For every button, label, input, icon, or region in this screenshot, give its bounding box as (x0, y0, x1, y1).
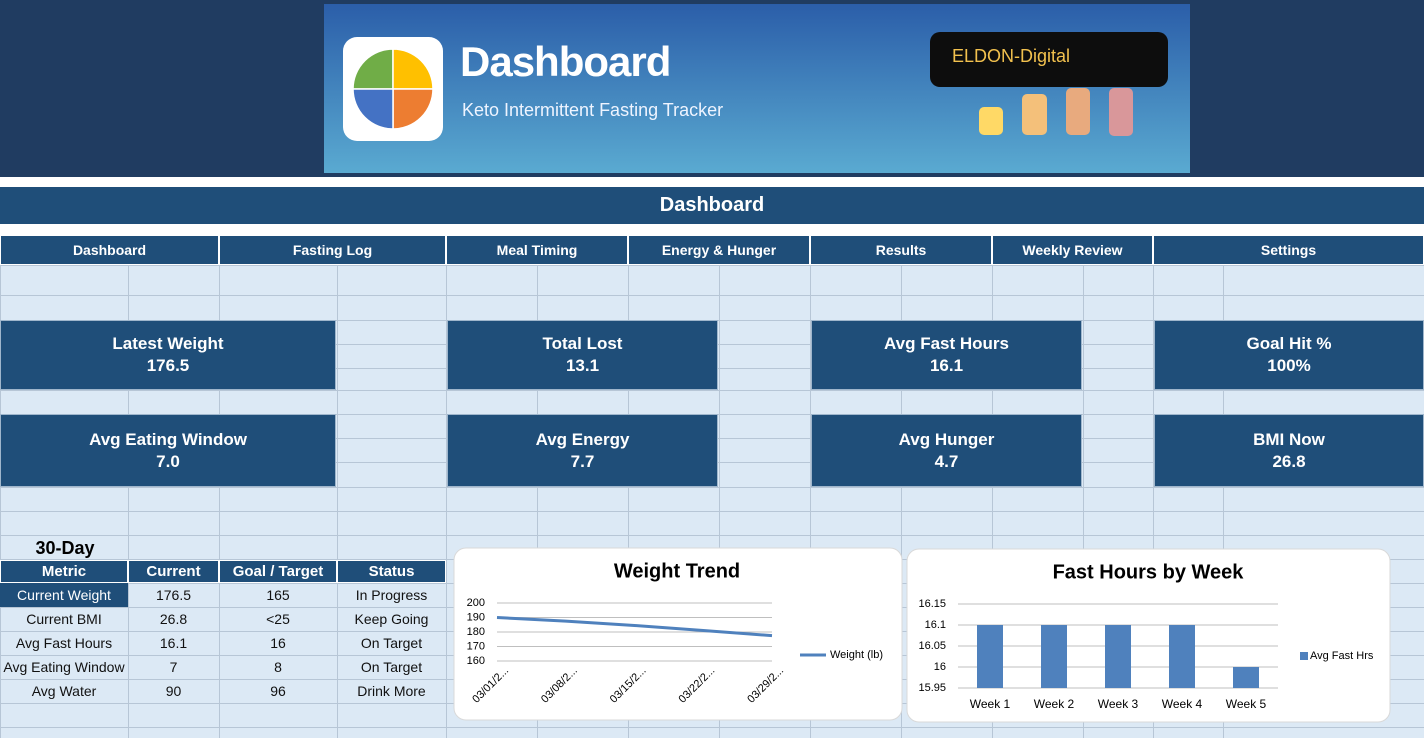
deco-bar (979, 107, 1003, 135)
kpi-card: Avg Energy 7.7 (447, 414, 718, 487)
kpi-label: BMI Now (1253, 429, 1325, 449)
table-cell: Current BMI (26, 611, 102, 627)
table-cell: Avg Fast Hours (15, 635, 113, 651)
nav-tab[interactable]: Dashboard (0, 235, 219, 265)
bar (1233, 667, 1259, 688)
table-cell: 16.1 (159, 635, 188, 651)
kpi-value: 13.1 (565, 356, 600, 375)
table-cell: 165 (266, 587, 290, 603)
kpi-label: Avg Eating Window (89, 429, 247, 449)
kpi-card: Goal Hit % 100% (1154, 320, 1424, 390)
kpi-value: 7.7 (570, 451, 595, 471)
table-header: Status (337, 560, 446, 583)
legend-swatch (1300, 652, 1308, 660)
table-cell: 26.8 (159, 611, 188, 627)
y-tick-label: 190 (467, 611, 485, 623)
table-cell: Drink More (357, 683, 426, 699)
table-title: 30-Day (35, 537, 95, 558)
table-cell: <25 (266, 611, 290, 627)
table-cell: In Progress (355, 587, 428, 603)
kpi-label: Goal Hit % (1246, 334, 1332, 353)
header-title: Dashboard (460, 38, 671, 85)
chart-panel (906, 548, 1391, 723)
kpi-card: Avg Fast Hours 16.1 (811, 320, 1082, 390)
section-banner: Dashboard (0, 187, 1424, 224)
brand-text: ELDON-Digital (952, 46, 1071, 66)
bar (1041, 625, 1067, 688)
table-header: Metric (0, 560, 128, 583)
kpi-card: Avg Hunger 4.7 (811, 414, 1082, 487)
kpi-card: Avg Eating Window 7.0 (0, 414, 336, 487)
kpi-value: 100% (1267, 356, 1311, 375)
kpi-value: 26.8 (1272, 451, 1306, 471)
table-cell: 8 (274, 659, 282, 675)
x-tick-label: Week 5 (1226, 697, 1267, 711)
kpi-card: Latest Weight 176.5 (0, 320, 336, 390)
y-tick-label: 200 (467, 597, 485, 609)
legend-label: Avg Fast Hrs (1310, 650, 1374, 662)
table-cell: 7 (169, 659, 178, 675)
kpi-label: Total Lost (542, 334, 623, 353)
logo-pie (352, 48, 434, 130)
header-banner: Dashboard Keto Intermittent Fasting Trac… (324, 4, 1190, 173)
chart-title: Fast Hours by Week (1053, 561, 1245, 583)
y-tick-label: 16.1 (925, 619, 946, 631)
y-tick-label: 16.15 (918, 598, 946, 610)
header-subtitle: Keto Intermittent Fasting Tracker (462, 100, 724, 120)
kpi-label: Avg Energy (535, 429, 630, 449)
bar (1105, 625, 1131, 688)
kpi-value: 4.7 (934, 451, 959, 471)
nav-tab[interactable]: Results (810, 235, 992, 265)
kpi-value: 7.0 (156, 451, 180, 471)
logo (343, 37, 443, 141)
nav-tab[interactable]: Fasting Log (219, 235, 446, 265)
table-cell: On Target (360, 659, 423, 675)
kpi-card: BMI Now 26.8 (1154, 414, 1424, 487)
deco-bar (1022, 94, 1047, 135)
bar (1169, 625, 1195, 688)
y-tick-label: 16.05 (918, 640, 946, 652)
line-series (496, 616, 773, 638)
table-cell: Avg Water (31, 683, 97, 699)
nav-tab[interactable]: Weekly Review (992, 235, 1153, 265)
x-tick-label: Week 4 (1162, 697, 1203, 711)
deco-bar (1109, 88, 1133, 136)
y-tick-label: 170 (467, 640, 485, 652)
y-tick-label: 160 (467, 655, 485, 667)
nav-tab[interactable]: Energy & Hunger (628, 235, 810, 265)
legend-label: Weight (lb) (830, 649, 883, 661)
y-tick-label: 15.95 (918, 682, 946, 694)
table-cell: Keep Going (354, 611, 429, 627)
chart-panel (453, 547, 903, 721)
nav-tab[interactable]: Meal Timing (446, 235, 628, 265)
y-tick-label: 180 (467, 626, 485, 638)
kpi-label: Avg Fast Hours (883, 334, 1009, 353)
kpi-label: Avg Hunger (898, 429, 995, 449)
kpi-value: 176.5 (146, 356, 190, 375)
brand-box: ELDON-Digital (930, 32, 1168, 87)
x-tick-label: Week 2 (1034, 697, 1075, 711)
x-tick-label: Week 1 (970, 697, 1011, 711)
table-cell: 16 (270, 635, 286, 651)
table-cell: Avg Eating Window (3, 659, 125, 675)
table-cell: 176.5 (155, 587, 192, 603)
table-header: Goal / Target (219, 560, 337, 583)
table-cell: On Target (360, 635, 423, 651)
kpi-card: Total Lost 13.1 (447, 320, 718, 390)
table-cell: 96 (270, 683, 286, 699)
table-header: Current (128, 560, 219, 583)
bar (977, 625, 1003, 688)
kpi-value: 16.1 (929, 356, 964, 375)
table-cell: Current Weight (0, 583, 128, 607)
table-cell: 90 (165, 683, 182, 699)
nav-tab[interactable]: Settings (1153, 235, 1424, 265)
kpi-label: Latest Weight (112, 334, 224, 353)
deco-bar (1066, 88, 1090, 135)
x-tick-label: Week 3 (1098, 697, 1139, 711)
y-tick-label: 16 (934, 661, 946, 673)
chart-title: Weight Trend (614, 560, 740, 582)
